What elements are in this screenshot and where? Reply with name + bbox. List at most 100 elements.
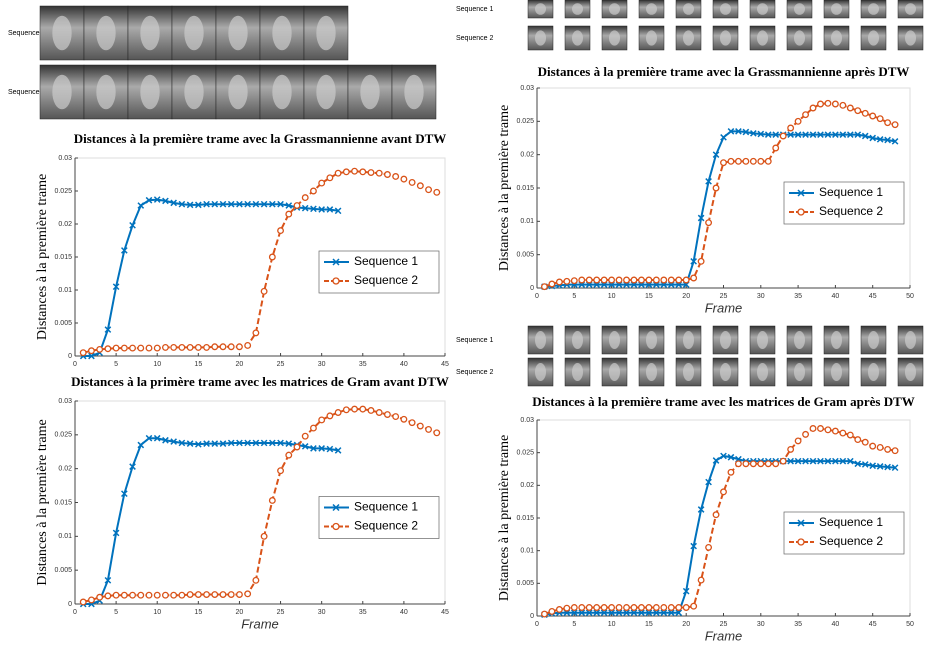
point-marker — [809, 131, 817, 138]
point-marker — [244, 590, 252, 598]
legend-box — [783, 181, 905, 225]
point-marker — [809, 425, 817, 432]
point-marker — [244, 341, 252, 349]
point-marker — [831, 427, 839, 435]
point-marker — [891, 447, 899, 455]
x-tick-label: 0 — [73, 609, 77, 616]
face-shape — [572, 30, 583, 46]
point-marker — [839, 101, 847, 109]
point-marker — [675, 604, 683, 611]
point-marker — [392, 173, 400, 180]
sequence-label: Sequence 2 — [456, 35, 493, 42]
x-tick-label: 20 — [682, 293, 690, 300]
face-shape — [404, 74, 424, 110]
point-marker — [854, 460, 862, 468]
point-marker — [285, 451, 293, 459]
y-tick-label: 0.015 — [54, 499, 72, 506]
face-shape — [757, 3, 768, 15]
point-marker — [757, 157, 765, 165]
face-shape — [535, 331, 546, 349]
point-marker — [727, 157, 735, 165]
point-marker — [876, 136, 884, 143]
point-marker — [817, 425, 824, 432]
point-marker — [861, 132, 869, 140]
point-marker — [383, 411, 391, 418]
point-marker — [809, 104, 817, 112]
y-tick-label: 0.03 — [58, 155, 72, 162]
y-tick-label: 0.03 — [58, 398, 72, 405]
x-axis-label: Frame — [705, 300, 743, 315]
x-tick-label: 15 — [645, 621, 653, 628]
point-marker — [794, 117, 802, 125]
point-marker — [615, 609, 623, 617]
point-marker — [219, 200, 227, 208]
face-shape — [794, 363, 805, 381]
point-marker — [653, 609, 660, 617]
point-marker — [137, 344, 145, 352]
point-marker — [318, 206, 325, 213]
face-shape — [683, 30, 694, 46]
point-marker — [578, 276, 586, 284]
sequence-label: Sequence 2 — [8, 89, 45, 96]
point-marker — [884, 136, 891, 144]
point-marker — [600, 276, 608, 284]
sequence-label: Sequence 1 — [456, 337, 493, 344]
point-marker — [351, 167, 359, 175]
legend-label: Sequence 1 — [354, 254, 418, 268]
face-shape — [794, 30, 805, 46]
point-marker — [334, 169, 342, 177]
point-marker — [667, 604, 675, 611]
face-thumbnail — [601, 325, 628, 355]
x-tick-label: 45 — [441, 361, 449, 368]
x-tick-label: 15 — [194, 609, 202, 616]
point-marker — [832, 131, 839, 138]
y-tick-label: 0.005 — [54, 320, 72, 327]
legend-label: Sequence 2 — [354, 519, 418, 533]
point-marker — [787, 445, 795, 453]
legend-marker — [332, 258, 340, 266]
sequence-label: Sequence 1 — [8, 30, 45, 37]
point-marker — [876, 443, 884, 451]
point-marker — [178, 591, 186, 599]
x-tick-label: 30 — [318, 609, 326, 616]
series-line — [544, 454, 896, 616]
point-marker — [787, 131, 794, 138]
point-marker — [839, 457, 847, 465]
legend-box — [783, 511, 905, 555]
point-marker — [170, 438, 177, 445]
face-shape — [905, 3, 916, 15]
point-marker — [121, 247, 128, 254]
point-marker — [764, 131, 772, 138]
face-thumbnail — [786, 25, 813, 51]
point-marker — [268, 253, 276, 261]
point-marker — [802, 131, 809, 138]
face-shape — [868, 331, 879, 349]
point-marker — [293, 202, 301, 209]
point-marker — [637, 604, 645, 611]
point-marker — [727, 468, 735, 476]
point-marker — [375, 409, 383, 416]
point-marker — [720, 159, 727, 167]
point-marker — [720, 134, 727, 141]
y-tick-label: 0.03 — [520, 417, 534, 424]
face-shape — [757, 30, 768, 46]
x-tick-label: 30 — [318, 361, 326, 368]
point-marker — [727, 128, 735, 135]
point-marker — [277, 200, 284, 208]
y-tick-label: 0.02 — [520, 152, 534, 159]
y-axis-label: Distances à la première trame — [497, 435, 512, 601]
y-tick-label: 0.01 — [58, 533, 72, 540]
point-marker — [630, 604, 638, 611]
point-marker — [794, 457, 802, 465]
point-marker — [219, 591, 227, 598]
point-marker — [705, 219, 713, 227]
point-marker — [884, 445, 892, 453]
face-shape — [609, 331, 620, 349]
point-marker — [236, 439, 243, 447]
point-marker — [211, 343, 219, 351]
face-shape — [683, 363, 694, 381]
point-marker — [787, 457, 794, 465]
point-marker — [742, 128, 750, 136]
face-shape — [905, 331, 916, 349]
face-shape — [52, 74, 72, 110]
